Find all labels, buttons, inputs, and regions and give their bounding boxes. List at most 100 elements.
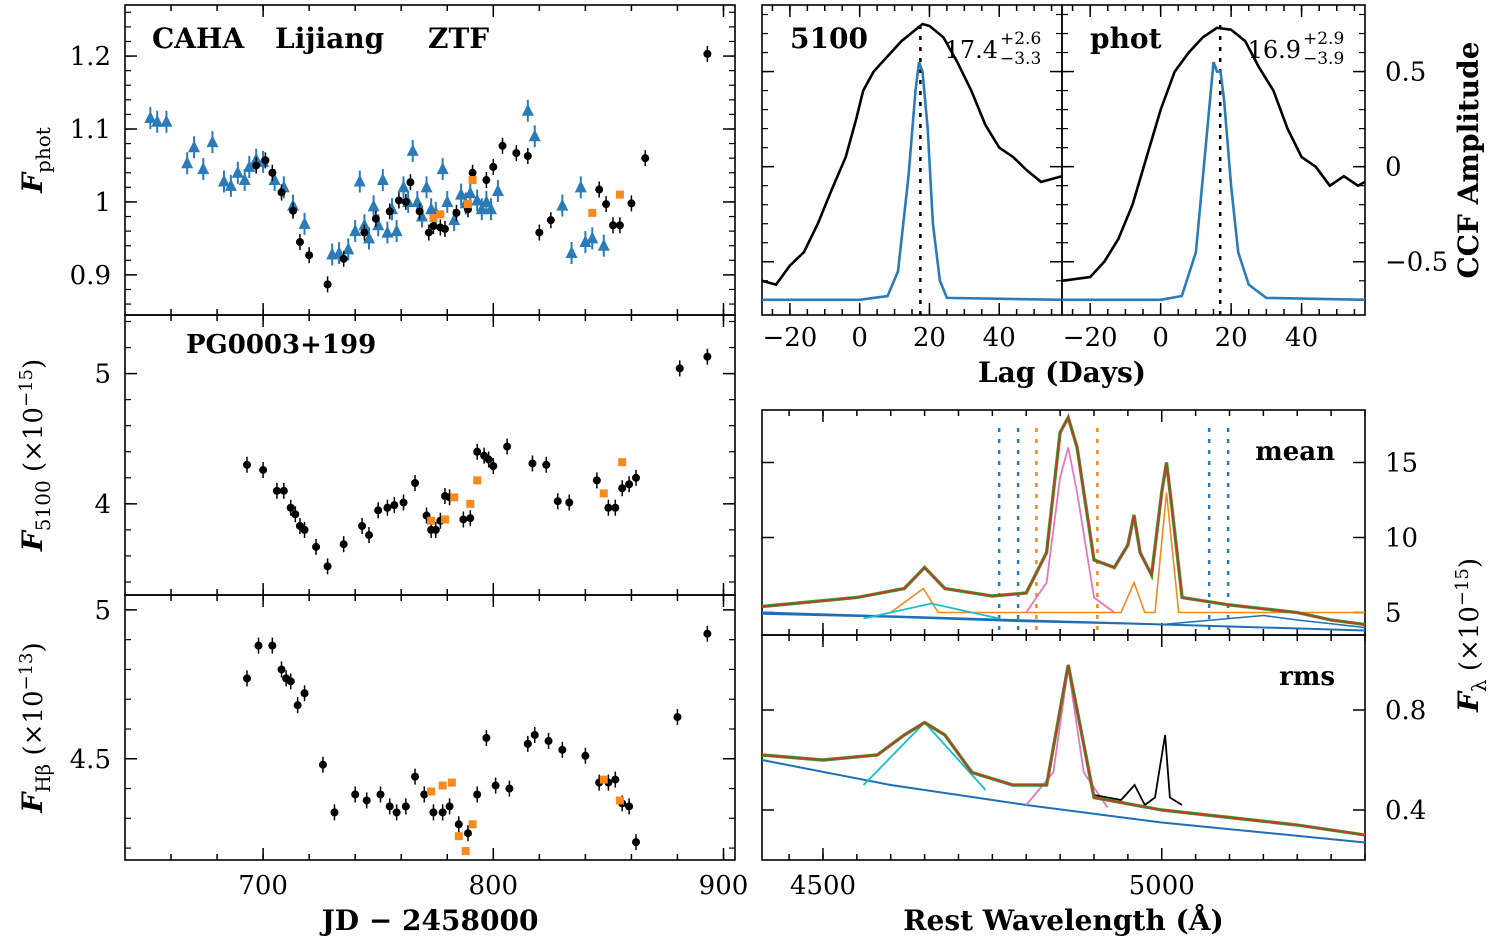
caha-point <box>618 484 627 493</box>
spec-xtick-label: 5000 <box>1129 871 1195 901</box>
caha-point <box>489 462 498 471</box>
caha-point <box>268 641 277 650</box>
ztf-point <box>406 143 419 156</box>
caha-point <box>602 200 611 209</box>
ztf-point <box>491 184 504 196</box>
caha-point <box>268 168 277 177</box>
legend-lijiang: Lijiang <box>275 22 384 55</box>
caha-point <box>318 760 327 769</box>
ztf-point <box>206 135 219 148</box>
ccf-ytick-label: 0 <box>1385 153 1402 183</box>
caha-point <box>498 141 507 150</box>
caha-point <box>440 224 449 233</box>
spec-ytick-label: 0.8 <box>1385 696 1426 726</box>
caha-point <box>385 802 394 811</box>
caha-point <box>254 641 263 650</box>
caha-point <box>415 207 424 216</box>
caha-point <box>261 156 270 165</box>
caha-point <box>484 455 493 464</box>
caha-point <box>323 562 332 571</box>
caha-point <box>358 521 367 530</box>
lc-ytick-label: 1 <box>94 188 111 218</box>
ccf-xlabel: Lag (Days) <box>978 356 1146 389</box>
caha-point <box>445 802 454 811</box>
caha-point <box>523 151 532 160</box>
lag-error-plus: +2.6 <box>1000 29 1041 49</box>
caha-point <box>277 665 286 674</box>
caha-point <box>627 199 636 208</box>
caha-point <box>463 829 472 838</box>
lag-value: 17.4 <box>945 36 998 64</box>
oiii-model <box>890 492 1365 614</box>
lc-ylabel-phot: Fphot <box>16 127 55 194</box>
ztf-point <box>556 198 569 211</box>
continuum-model <box>761 611 1366 632</box>
lijiang-point <box>618 458 627 467</box>
ztf-point <box>441 194 454 207</box>
caha-point <box>632 473 641 482</box>
caha-point <box>259 465 268 474</box>
caha-point <box>286 677 295 686</box>
caha-point <box>420 790 429 799</box>
spec-frame <box>761 634 1366 861</box>
ztf-point <box>397 180 410 193</box>
lc-xtick-label: 900 <box>699 871 749 901</box>
caha-point <box>293 701 302 710</box>
caha-point <box>406 178 415 187</box>
caha-point <box>491 781 500 790</box>
ztf-point <box>333 246 346 258</box>
spec-panel-label: mean <box>1255 437 1335 467</box>
lijiang-point <box>599 775 608 784</box>
caha-point <box>503 442 512 451</box>
ztf-point <box>411 194 424 207</box>
caha-point <box>530 730 539 739</box>
lc-ytick-label: 4.5 <box>70 745 111 775</box>
caha-point <box>351 790 360 799</box>
oiii-residual <box>1093 734 1183 807</box>
lijiang-point <box>450 493 459 502</box>
ztf-point <box>464 186 477 199</box>
lijiang-point <box>436 210 445 219</box>
lc-ytick-label: 1.1 <box>70 115 111 145</box>
ztf-point <box>238 173 251 186</box>
ccf-xtick-label: 20 <box>1215 323 1248 353</box>
ccf-xtick-label: 40 <box>983 323 1016 353</box>
caha-point <box>438 808 447 817</box>
spec-xlabel: Rest Wavelength (Å) <box>903 903 1223 937</box>
ztf-point <box>381 225 394 238</box>
ztf-point <box>181 156 194 169</box>
spec-ytick-label: 0.4 <box>1385 796 1426 826</box>
caha-point <box>675 364 684 373</box>
ztf-point <box>372 218 385 231</box>
caha-point <box>595 185 604 194</box>
ztf-point <box>349 224 362 237</box>
ztf-point <box>521 103 534 116</box>
ztf-point <box>363 231 375 244</box>
caha-point <box>565 498 574 507</box>
ztf-point <box>231 165 244 178</box>
ztf-point <box>455 187 468 200</box>
ztf-point <box>597 238 610 251</box>
ccf-panel-label: phot <box>1090 22 1162 55</box>
ztf-point <box>144 111 157 124</box>
caha-point <box>411 479 420 487</box>
caha-point <box>482 176 491 185</box>
lc-xtick-label: 800 <box>468 871 518 901</box>
ztf-point <box>342 242 355 255</box>
caha-point <box>535 228 544 237</box>
caha-point <box>558 745 567 754</box>
ztf-point <box>471 193 484 206</box>
caha-point <box>279 486 288 495</box>
caha-point <box>295 238 304 247</box>
caha-point <box>424 228 433 237</box>
caha-point <box>482 733 491 742</box>
ccf-xtick-label: 0 <box>1152 323 1169 353</box>
lc-frame-hbeta <box>124 594 736 861</box>
lijiang-point <box>588 208 597 217</box>
spec-xtick-label: 4500 <box>790 871 856 901</box>
caha-point <box>392 808 401 817</box>
lijiang-point <box>427 787 436 796</box>
ccf-curve-5100 <box>761 22 1063 287</box>
